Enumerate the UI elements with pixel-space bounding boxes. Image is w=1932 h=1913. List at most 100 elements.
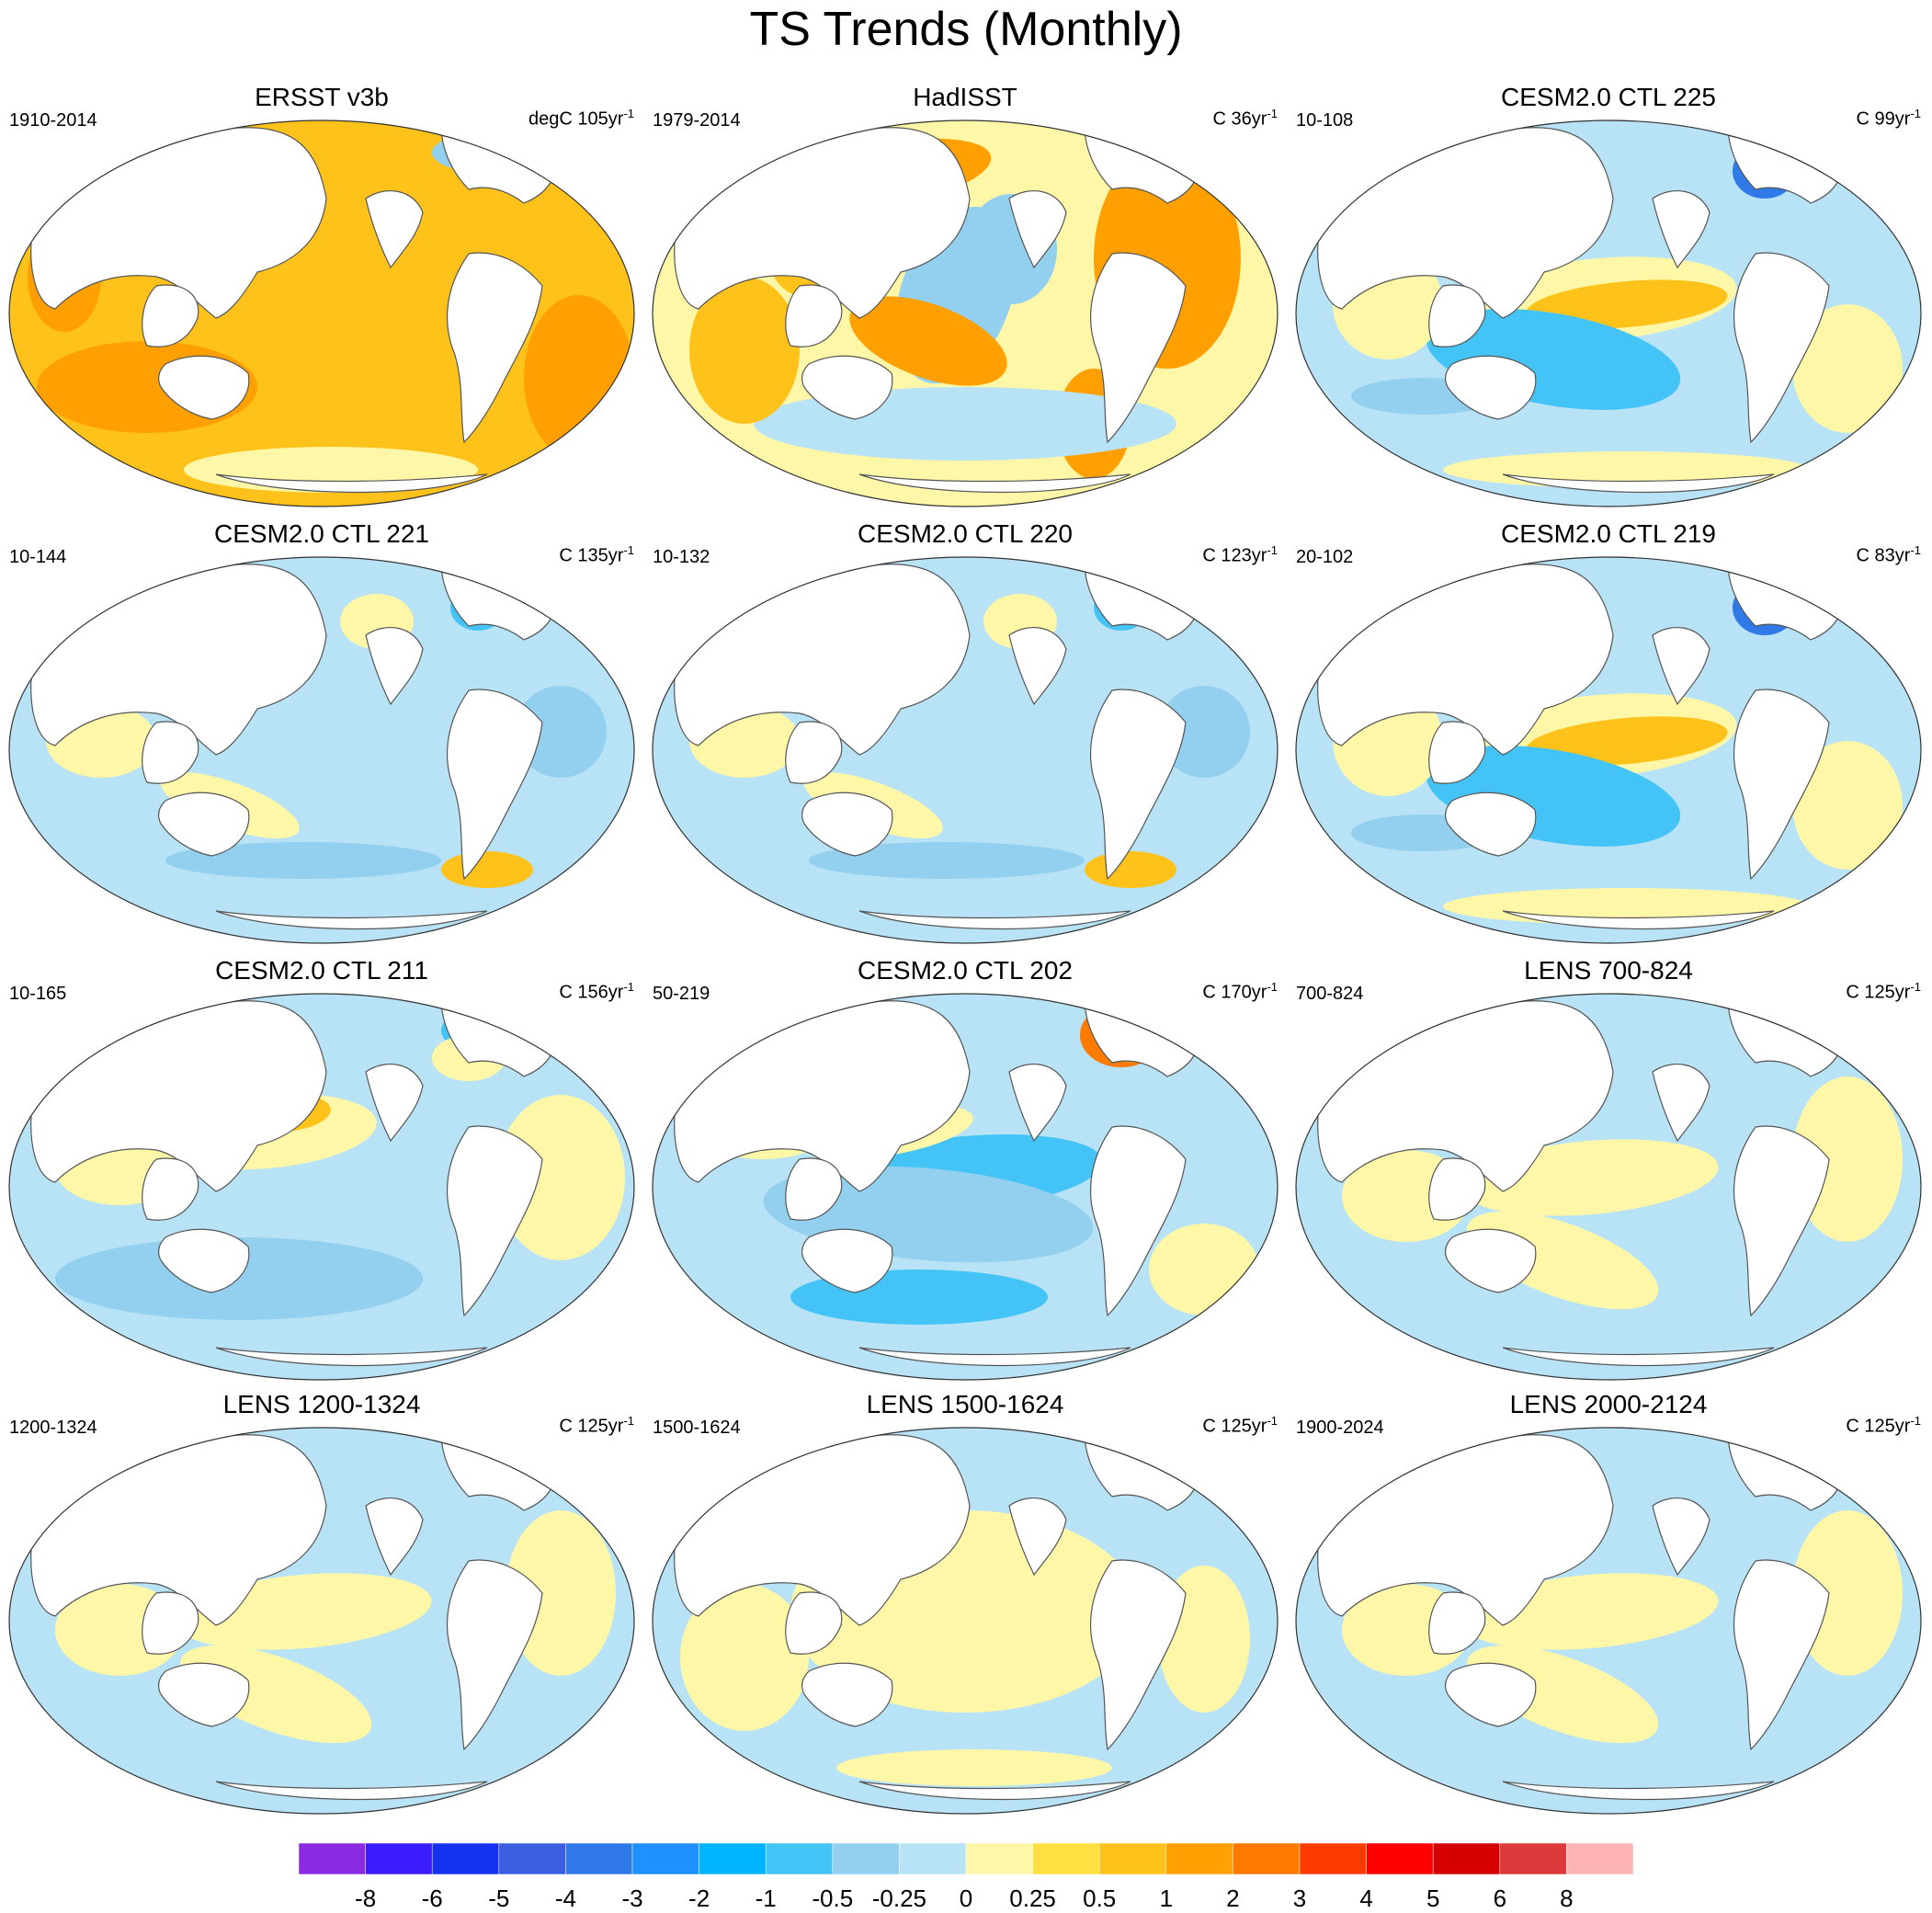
landmass [1008,1497,1067,1577]
landmass [1502,1347,1775,1367]
world-map [1295,993,1922,1381]
colorbar-swatch [565,1843,633,1874]
panel-title: HadISST [913,83,1017,111]
landmass [785,1157,843,1221]
landmass [1428,1591,1486,1655]
colorbar-tick-label: -2 [688,1885,710,1912]
map-border [652,993,1279,1381]
units-superscript: -1 [1910,543,1921,557]
colorbar-swatch [1233,1843,1301,1874]
colorbar-tick-label: -6 [421,1885,443,1912]
panel-title: LENS 1500-1624 [866,1390,1064,1418]
panel-title: ERSST v3b [255,83,389,111]
map-border [8,556,635,944]
anomaly-region [524,295,634,461]
landmass [1652,1064,1710,1143]
landmass [215,910,488,930]
colorbar-swatch [699,1843,767,1874]
panel-units: C 135yr-1 [559,543,634,567]
units-text: C 36yr [1212,108,1267,130]
landmass [1444,791,1537,857]
units-text: C 156yr [559,982,624,1003]
anomaly-region [515,686,607,778]
units-superscript: -1 [623,1414,634,1428]
panel-units: C 125yr-1 [559,1414,634,1438]
units-text: C 125yr [559,1416,624,1437]
landmass [1444,1228,1537,1293]
colorbar-swatch [1366,1843,1434,1874]
panel-years: 50-219 [653,984,710,1004]
units-text: C 170yr [1202,982,1267,1003]
panel-units: C 36yr-1 [1213,107,1278,131]
panel-years: 10-165 [9,984,67,1004]
landmass [1428,1157,1486,1221]
panel-units: C 125yr-1 [1202,1414,1278,1438]
world-map [8,120,635,507]
panel-units: C 125yr-1 [1846,980,1921,1004]
landmass [142,721,199,784]
map-panel: CESM2.0 CTL 211 10-165 C 156yr-1 [0,956,643,1388]
panel-title: CESM2.0 CTL 211 [215,956,428,985]
anomaly-region [849,296,1007,386]
colorbar-swatch [965,1843,1033,1874]
landmass [1502,910,1775,930]
landmass [447,1125,543,1317]
landmass [1502,473,1775,494]
colorbar-swatch [299,1843,366,1874]
panel-title: CESM2.0 CTL 219 [1501,519,1716,548]
colorbar-swatch [899,1843,967,1874]
colorbar-swatch [631,1843,699,1874]
panel-years: 10-108 [1296,110,1354,131]
colorbar-tick-label: 2 [1226,1885,1240,1912]
colorbar-tick-label: 8 [1560,1885,1574,1912]
panel-years: 1200-1324 [9,1418,97,1438]
map-border [652,556,1279,944]
colorbar-tick-label: -0.5 [812,1885,854,1912]
panel-units: C 125yr-1 [1846,1414,1921,1438]
landmass [1733,1559,1830,1751]
anomaly-region [1792,1076,1903,1242]
world-map [1295,1427,1922,1815]
colorbar-swatch [365,1843,433,1874]
map-border [1295,120,1922,507]
anomaly-region [1792,304,1903,433]
landmass [1652,627,1710,706]
landmass [801,355,893,420]
colorbar-tick-label: 1 [1159,1885,1174,1912]
map-panel: CESM2.0 CTL 202 50-219 C 170yr-1 [643,956,1287,1388]
landmass [157,1662,250,1727]
landmass [142,284,199,347]
units-superscript: -1 [1910,107,1921,120]
colorbar-tick-label: 5 [1426,1885,1440,1912]
map-panel: LENS 1500-1624 1500-1624 C 125yr-1 [643,1390,1287,1822]
map-border [652,1427,1279,1815]
landmass [142,1591,199,1655]
landmass [215,473,488,494]
map-panel: CESM2.0 CTL 219 20-102 C 83yr-1 [1287,519,1930,951]
colorbar-tick-label: 0 [959,1885,973,1912]
colorbar-tick-label: 6 [1493,1885,1507,1912]
landmass [365,1497,424,1577]
colorbar-tick-label: 0.5 [1083,1885,1117,1912]
anomaly-region [1158,686,1250,778]
landmass [858,1781,1131,1801]
landmass [1008,1064,1067,1143]
landmass [215,1781,488,1801]
landmass [157,355,250,420]
anomaly-region [689,277,800,424]
anomaly-region [1792,741,1903,870]
landmass [785,284,843,347]
map-panel: CESM2.0 CTL 220 10-132 C 123yr-1 [643,519,1287,951]
panel-units: C 83yr-1 [1857,543,1921,567]
colorbar-swatch [1032,1843,1100,1874]
panel-years: 10-144 [9,547,67,567]
map-panel: ERSST v3b 1910-2014 degC 105yr-1 [0,83,643,515]
colorbar [299,1843,1633,1874]
world-map [1295,120,1922,507]
units-superscript: -1 [1267,543,1278,557]
anomaly-region [1085,851,1176,888]
landmass [1090,689,1187,881]
colorbar-tick-label: -4 [554,1885,576,1912]
panel-title: LENS 2000-2124 [1509,1390,1708,1418]
world-map [652,120,1279,507]
